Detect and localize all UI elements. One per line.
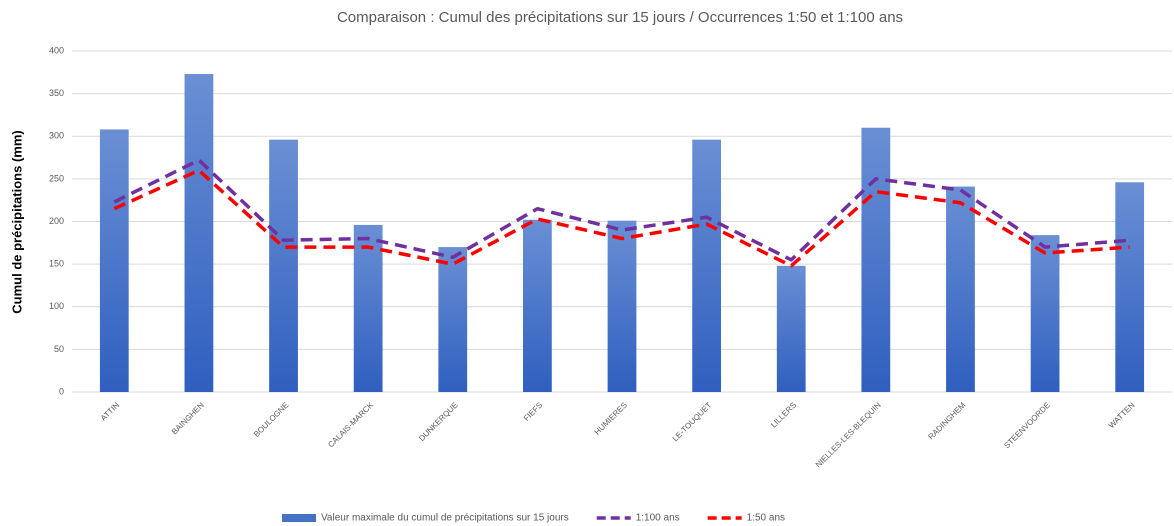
y-tick-label: 150 [49,259,64,269]
bar [946,186,975,392]
y-tick-label: 50 [54,344,64,354]
x-tick-label: DUNKERQUE [417,401,460,444]
legend-label: 1:100 ans [636,513,680,524]
x-tick-label: NIELLES-LES-BLEQUIN [814,400,883,469]
bar [184,74,214,392]
bar [1115,182,1145,392]
x-tick-label: LE-TOUQUET [671,400,714,443]
bar [607,220,637,392]
legend-label: Valeur maximale du cumul de précipitatio… [321,513,569,524]
bar [1030,235,1060,392]
bar [438,247,468,392]
x-tick-label: FIEFS [522,401,544,423]
x-tick-label: BOULOGNE [252,401,290,439]
y-tick-label: 300 [49,131,64,141]
legend-label: 1:50 ans [747,513,785,524]
line [113,168,1130,268]
y-axis-label: Cumul de précipitations (mm) [9,130,24,313]
x-tick-label: RADINGHEM [926,400,967,441]
y-tick-label: 400 [49,45,64,55]
y-tick-label: 250 [49,173,64,183]
x-tick-label: ATTIN [99,400,121,422]
x-tick-label: CALAIS-MARCK [326,400,375,449]
chart-title: Comparaison : Cumul des précipitations s… [337,9,903,26]
bar [523,219,552,392]
bar [692,139,721,392]
y-tick-label: 100 [49,301,64,311]
y-tick-label: 350 [49,88,64,98]
y-tick-label: 0 [59,386,64,396]
bar [269,139,298,392]
legend-swatch [282,514,316,522]
bar [353,224,383,392]
line [113,158,1130,262]
x-tick-label: BAINGHEN [170,400,206,436]
bar [776,265,806,392]
bar [861,127,891,392]
x-tick-label: HUMIERES [593,401,629,437]
x-tick-label: LILLERS [769,401,798,430]
y-tick-label: 200 [49,216,64,226]
bar [99,129,129,392]
x-tick-label: STEENVOORDE [1002,401,1052,451]
x-tick-label: WATTEN [1107,400,1137,430]
